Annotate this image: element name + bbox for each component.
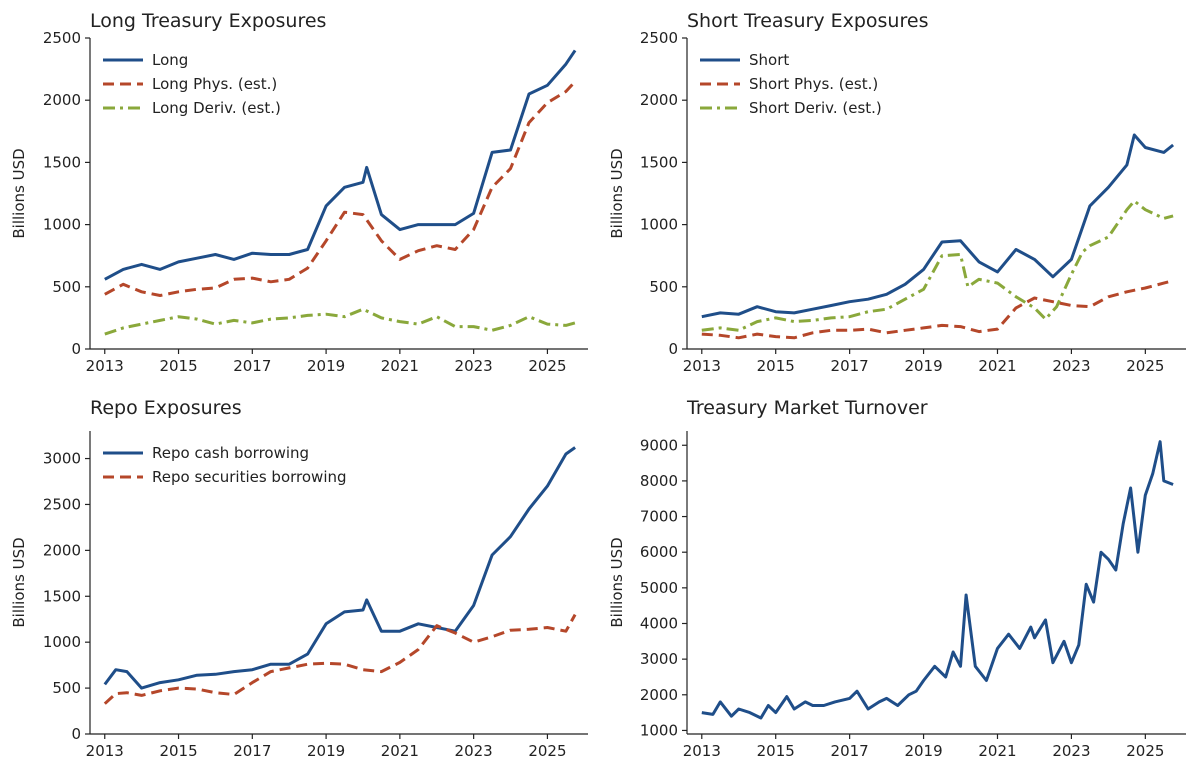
legend-label: Long [152, 51, 188, 69]
y-tick-label: 1000 [640, 216, 678, 234]
chart-panel-2: Short Treasury Exposures 0 500 1000 1500 2000… [608, 10, 1186, 375]
x-tick-label: 2025 [528, 357, 566, 375]
y-tick-label: 500 [52, 679, 81, 697]
y-axis-label: Billions USD [608, 537, 626, 627]
x-tick-label: 2019 [904, 742, 942, 760]
y-axis-label: Billions USD [10, 537, 28, 627]
chart-title: Repo Exposures [90, 397, 242, 419]
legend-label: Long Deriv. (est.) [152, 99, 281, 117]
legend-label: Repo cash borrowing [152, 444, 309, 462]
legend-label: Long Phys. (est.) [152, 75, 277, 93]
chart-title: Long Treasury Exposures [90, 10, 326, 32]
x-tick-label: 2017 [233, 357, 271, 375]
legend: Repo cash borrowing Repo securities borro… [103, 444, 347, 486]
y-tick-label: 0 [668, 340, 678, 358]
y-tick-label: 6000 [640, 543, 678, 561]
y-tick-label: 2500 [640, 29, 678, 47]
y-tick-label: 1000 [640, 721, 678, 739]
y-tick-label: 1500 [640, 153, 678, 171]
x-tick-label: 2025 [1126, 357, 1164, 375]
x-tick-label: 2019 [904, 357, 942, 375]
y-tick-label: 3000 [43, 450, 81, 468]
y-axis-label: Billions USD [608, 148, 626, 238]
chart-panel-3: Repo Exposures 0 500 1000 1500 2000 2500 3000 20… [10, 397, 588, 760]
series-line-1 [701, 440, 1174, 720]
x-tick-label: 2013 [683, 742, 721, 760]
y-tick-label: 500 [649, 278, 678, 296]
y-axis-label: Billions USD [10, 148, 28, 238]
legend: Long Long Phys. (est.) Long Deriv. (est.) [103, 51, 281, 117]
legend-label: Short Phys. (est.) [749, 75, 878, 93]
series-line-2 [104, 80, 577, 297]
x-tick-label: 2013 [683, 357, 721, 375]
x-tick-label: 2019 [307, 742, 345, 760]
x-tick-label: 2023 [1052, 742, 1090, 760]
x-tick-label: 2023 [1052, 357, 1090, 375]
x-tick-label: 2025 [528, 742, 566, 760]
y-tick-label: 4000 [640, 614, 678, 632]
y-tick-label: 9000 [640, 436, 678, 454]
chart-panel-1: Long Treasury Exposures 0 500 1000 1500 2000 2… [10, 10, 588, 375]
legend-label: Repo securities borrowing [152, 468, 347, 486]
x-tick-label: 2017 [831, 742, 869, 760]
series-line-1 [104, 49, 577, 281]
series-line-3 [104, 307, 576, 336]
x-tick-label: 2021 [381, 357, 419, 375]
x-tick-label: 2013 [86, 357, 124, 375]
y-tick-label: 2000 [640, 91, 678, 109]
series-line-2 [103, 613, 577, 705]
chart-title: Treasury Market Turnover [686, 397, 928, 419]
legend-label: Short [749, 51, 789, 69]
x-tick-label: 2025 [1126, 742, 1164, 760]
x-tick-label: 2015 [757, 742, 795, 760]
x-tick-label: 2015 [159, 742, 197, 760]
y-tick-label: 5000 [640, 579, 678, 597]
x-tick-label: 2017 [831, 357, 869, 375]
y-tick-label: 3000 [640, 650, 678, 668]
chart-panel-4: Treasury Market Turnover 1000 2000 3000 4000… [608, 397, 1186, 760]
y-tick-label: 1000 [43, 633, 81, 651]
legend-label: Short Deriv. (est.) [749, 99, 882, 117]
series-line-1 [701, 133, 1175, 319]
x-tick-label: 2013 [86, 742, 124, 760]
legend: Short Short Phys. (est.) Short Deriv. (est… [700, 51, 882, 117]
y-tick-label: 2000 [43, 91, 81, 109]
x-tick-label: 2021 [978, 357, 1016, 375]
chart-title: Short Treasury Exposures [687, 10, 928, 32]
x-tick-label: 2017 [233, 742, 271, 760]
x-tick-label: 2021 [978, 742, 1016, 760]
y-tick-label: 7000 [640, 508, 678, 526]
y-tick-label: 2000 [43, 541, 81, 559]
y-tick-label: 500 [52, 278, 81, 296]
y-tick-label: 1500 [43, 587, 81, 605]
y-tick-label: 0 [71, 340, 81, 358]
series-line-2 [701, 279, 1174, 340]
y-tick-label: 1000 [43, 216, 81, 234]
y-tick-label: 2000 [640, 686, 678, 704]
series-line-1 [103, 446, 576, 690]
x-tick-label: 2023 [455, 742, 493, 760]
x-tick-label: 2015 [159, 357, 197, 375]
x-tick-label: 2015 [757, 357, 795, 375]
y-tick-label: 0 [71, 725, 81, 743]
x-tick-label: 2019 [307, 357, 345, 375]
y-tick-label: 8000 [640, 472, 678, 490]
y-tick-label: 1500 [43, 153, 81, 171]
x-tick-label: 2023 [455, 357, 493, 375]
x-tick-label: 2021 [381, 742, 419, 760]
y-tick-label: 2500 [43, 495, 81, 513]
y-tick-label: 2500 [43, 29, 81, 47]
